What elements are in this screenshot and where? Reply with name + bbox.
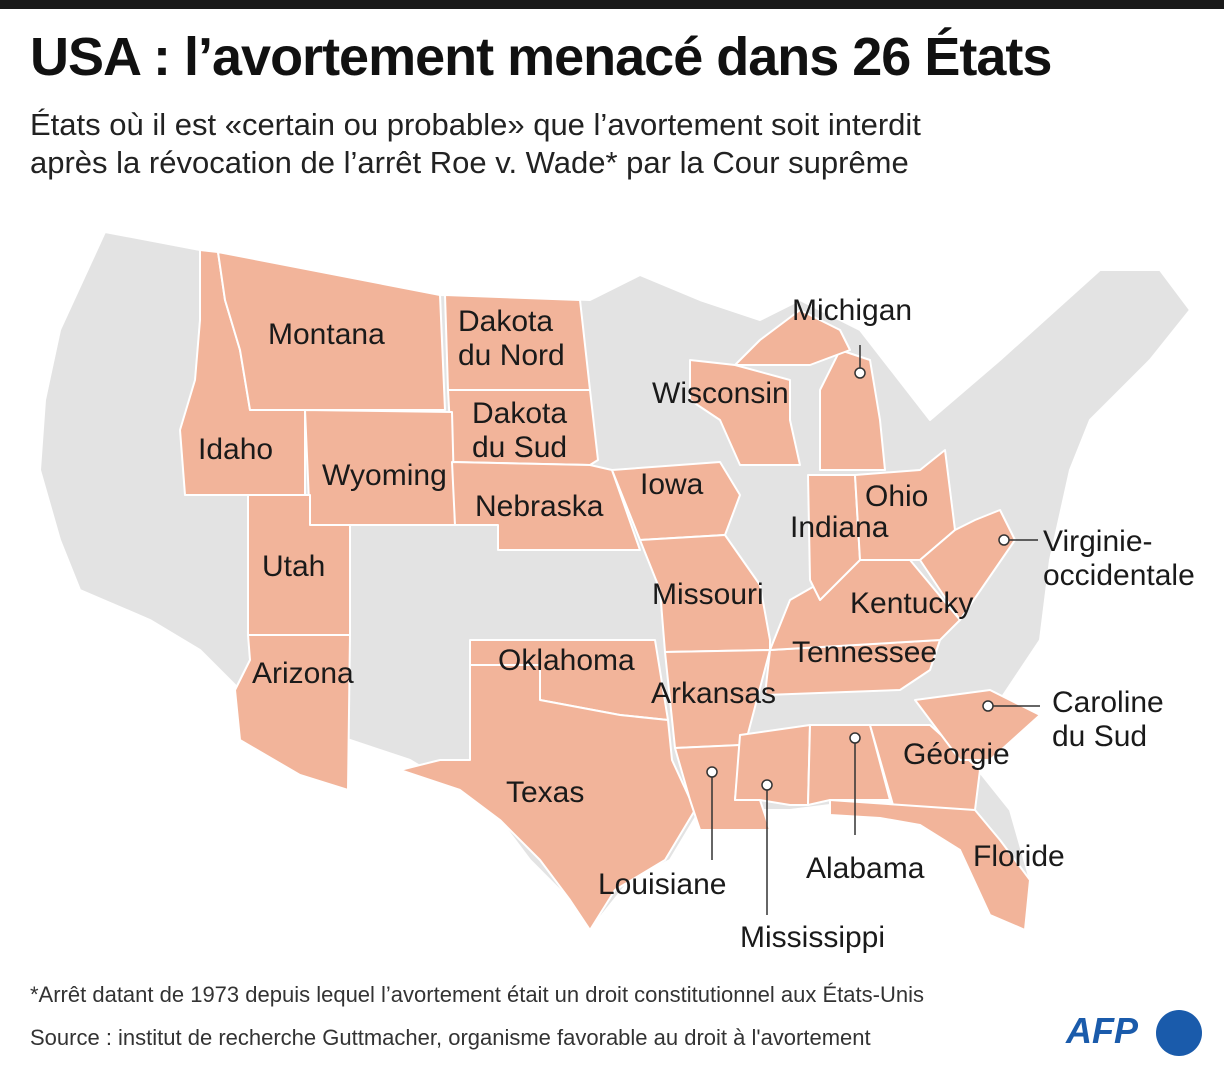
label-missouri: Missouri [652,578,764,611]
title: USA : l’avortement menacé dans 26 États [30,27,1052,87]
state-texas [399,664,696,931]
callout-dot-alabama [849,732,861,744]
label-wv-line1: Virginie- [1043,525,1153,558]
callout-dot-sc [982,700,994,712]
label-wv-line2: occidentale [1043,559,1195,592]
label-mississippi: Mississippi [740,921,886,954]
state-arizona [234,634,351,791]
label-nebraska: Nebraska [475,490,604,523]
callout-dot-louisiana [706,766,718,778]
label-georgia: Géorgie [903,738,1010,771]
state-mississippi [734,724,811,806]
state-iowa [611,461,741,541]
callout-dot-mississippi [761,779,773,791]
afp-logo-dot [1156,1010,1202,1056]
label-michigan: Michigan [792,294,913,327]
subtitle: États où il est «certain ou probable» qu… [30,106,1180,182]
subtitle-line-1: États où il est «certain ou probable» qu… [30,107,921,142]
state-montana [217,251,446,411]
label-wisconsin: Wisconsin [652,377,789,410]
label-idaho: Idaho [198,433,274,466]
label-nd-line2: du Nord [458,339,565,372]
label-arizona: Arizona [252,657,354,690]
source: Source : institut de recherche Guttmache… [30,1025,871,1050]
afp-logo: AFP [1066,1010,1138,1051]
callout-dot-michigan [854,367,866,379]
label-kentucky: Kentucky [850,587,974,620]
callout-dot-wv [998,534,1010,546]
label-sc-line2: du Sud [1052,720,1148,753]
label-south-dakota: Dakota du Sud [472,397,567,465]
state-florida [829,799,1031,931]
label-alabama: Alabama [806,852,925,885]
label-tennessee: Tennessee [792,636,938,669]
label-nd-line1: Dakota [458,305,554,338]
state-michigan-lower [819,349,886,471]
label-texas: Texas [506,776,585,809]
label-ohio: Ohio [865,480,929,513]
state-alabama [807,724,891,806]
label-sc-line1: Caroline [1052,686,1164,719]
state-west-virginia [919,509,1016,621]
label-louisiana: Louisiane [598,868,727,901]
footnote: *Arrêt datant de 1973 depuis lequel l’av… [30,982,924,1007]
label-north-dakota: Dakota du Nord [458,305,565,373]
label-iowa: Iowa [640,468,704,501]
label-arkansas: Arkansas [651,677,777,710]
label-indiana: Indiana [790,511,889,544]
state-michigan-upper [734,309,851,366]
top-bar [0,0,1224,9]
label-wyoming: Wyoming [322,459,447,492]
label-florida: Floride [973,840,1065,873]
label-sd-line2: du Sud [472,431,568,464]
label-sd-line1: Dakota [472,397,568,430]
label-montana: Montana [268,318,385,351]
state-indiana [807,474,861,601]
state-wisconsin [689,359,801,466]
subtitle-line-2: après la révocation de l’arrêt Roe v. Wa… [30,145,909,180]
label-oklahoma: Oklahoma [498,644,635,677]
state-south-carolina [914,689,1041,761]
label-utah: Utah [262,550,326,583]
state-missouri [639,534,771,653]
label-west-virginia: Virginie-occidentale [1043,525,1195,593]
state-nebraska [451,461,641,551]
label-south-carolina: Caroline du Sud [1052,686,1164,754]
